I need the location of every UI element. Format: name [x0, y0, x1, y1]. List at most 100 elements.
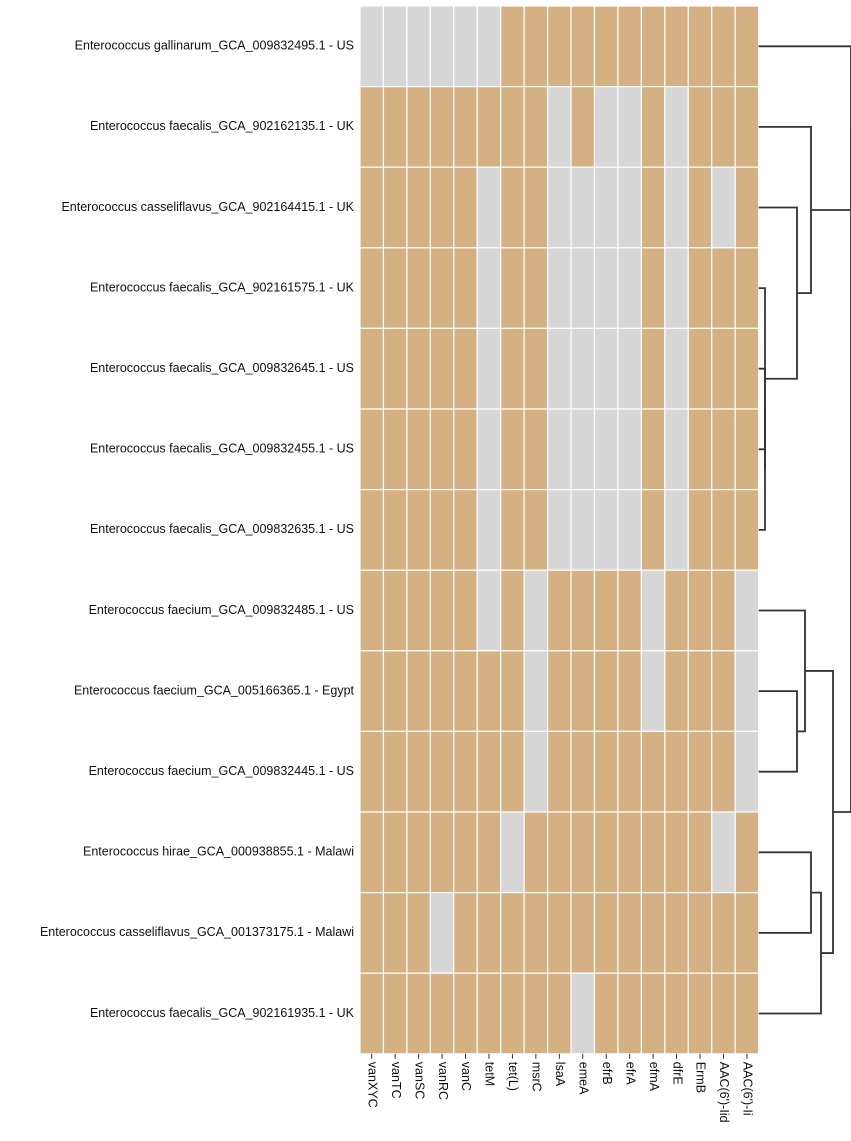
- heatmap-cell: [406, 730, 431, 813]
- heatmap-cell: [687, 166, 713, 249]
- heatmap-cell: [711, 972, 736, 1055]
- heatmap-cell: [593, 730, 619, 813]
- heatmap-cell: [617, 408, 643, 491]
- column-label: vanC: [459, 1062, 473, 1091]
- heatmap-cell: [523, 730, 549, 813]
- row-label: Enterococcus faecalis_GCA_902161575.1 - …: [90, 280, 355, 294]
- heatmap-cell: [570, 730, 596, 813]
- column-label: AAC(6')-Ii: [741, 1062, 755, 1116]
- heatmap-cell: [359, 650, 385, 732]
- heatmap-cell: [687, 85, 713, 168]
- heatmap-cell: [570, 85, 596, 168]
- heatmap-cells: [359, 5, 760, 1055]
- heatmap-cell: [429, 408, 455, 491]
- heatmap-cell: [687, 650, 713, 732]
- heatmap-cell: [734, 85, 760, 168]
- heatmap-cell: [523, 569, 549, 652]
- heatmap-cell: [664, 166, 689, 249]
- heatmap-cell: [640, 327, 666, 410]
- heatmap-cell: [687, 569, 713, 652]
- heatmap-cell: [500, 730, 525, 813]
- heatmap-cell: [429, 891, 455, 974]
- heatmap-cell: [359, 166, 385, 249]
- heatmap-cell: [546, 972, 572, 1055]
- heatmap-cell: [453, 569, 478, 652]
- column-label: efmA: [647, 1062, 661, 1092]
- heatmap-cell: [640, 408, 666, 491]
- dendrogram-link: [758, 851, 812, 934]
- heatmap-cell: [500, 5, 525, 88]
- heatmap-cell: [664, 811, 689, 894]
- heatmap-cell: [500, 489, 525, 571]
- dendrogram-link: [758, 609, 806, 733]
- row-labels: Enterococcus gallinarum_GCA_009832495.1 …: [40, 39, 355, 1020]
- heatmap-cell: [429, 5, 455, 88]
- heatmap-cell: [546, 85, 572, 168]
- heatmap-cell: [617, 569, 643, 652]
- heatmap-cell: [429, 811, 455, 894]
- heatmap-cell: [640, 166, 666, 249]
- heatmap-cell: [734, 5, 760, 88]
- heatmap-cell: [546, 166, 572, 249]
- heatmap-cell: [382, 85, 408, 168]
- heatmap-cell: [617, 327, 643, 410]
- heatmap-cell: [500, 891, 525, 974]
- heatmap-cell: [453, 247, 478, 330]
- heatmap-cell: [570, 327, 596, 410]
- heatmap-cell: [711, 408, 736, 491]
- heatmap-cell: [359, 5, 385, 88]
- heatmap-cell: [664, 650, 689, 732]
- heatmap-cell: [453, 891, 478, 974]
- column-label: emeA: [576, 1062, 590, 1095]
- heatmap-cell: [617, 730, 643, 813]
- heatmap-cell: [429, 327, 455, 410]
- heatmap-cell: [359, 569, 385, 652]
- row-label: Enterococcus faecalis_GCA_009832645.1 - …: [90, 361, 354, 375]
- heatmap-cell: [476, 5, 502, 88]
- heatmap-cell: [593, 166, 619, 249]
- column-label: tetM: [483, 1062, 497, 1086]
- heatmap-cell: [523, 166, 549, 249]
- heatmap-cell: [593, 972, 619, 1055]
- heatmap-cell: [429, 489, 455, 571]
- heatmap-cell: [570, 569, 596, 652]
- heatmap-cell: [359, 247, 385, 330]
- heatmap-cell: [546, 489, 572, 571]
- row-label: Enterococcus faecalis_GCA_009832455.1 - …: [90, 442, 354, 456]
- heatmap-cell: [359, 891, 385, 974]
- heatmap-cell: [546, 327, 572, 410]
- column-label: lsaA: [553, 1062, 567, 1087]
- heatmap-cell: [734, 489, 760, 571]
- column-label: msrC: [530, 1062, 544, 1092]
- heatmap-cell: [406, 569, 431, 652]
- heatmap-cell: [570, 650, 596, 732]
- heatmap-cell: [523, 489, 549, 571]
- heatmap-cell: [382, 972, 408, 1055]
- heatmap-cell: [593, 569, 619, 652]
- heatmap-cell: [734, 972, 760, 1055]
- heatmap-cell: [664, 891, 689, 974]
- heatmap-cell: [406, 891, 431, 974]
- dendrogram-link: [758, 45, 851, 211]
- column-label: efrB: [600, 1062, 614, 1085]
- heatmap-cell: [453, 972, 478, 1055]
- heatmap-cell: [523, 811, 549, 894]
- heatmap-cell: [570, 5, 596, 88]
- heatmap-cell: [382, 5, 408, 88]
- heatmap-cell: [687, 891, 713, 974]
- column-labels: vanXYC vanTC vanSC vanRC vanC tetM tet(L) msrC l…: [365, 1053, 755, 1123]
- heatmap-cell: [593, 327, 619, 410]
- row-label: Enterococcus casseliflavus_GCA_902164415…: [61, 200, 354, 214]
- heatmap-cell: [382, 489, 408, 571]
- heatmap-cell: [664, 247, 689, 330]
- heatmap-cell: [382, 811, 408, 894]
- heatmap-cell: [734, 650, 760, 732]
- heatmap-cell: [570, 489, 596, 571]
- column-label: efrA: [623, 1062, 637, 1086]
- heatmap-cell: [687, 730, 713, 813]
- heatmap-cell: [382, 891, 408, 974]
- heatmap-cell: [523, 85, 549, 168]
- heatmap-cell: [476, 247, 502, 330]
- row-label: Enterococcus faecium_GCA_005166365.1 - E…: [74, 683, 355, 697]
- column-label: vanTC: [389, 1062, 403, 1099]
